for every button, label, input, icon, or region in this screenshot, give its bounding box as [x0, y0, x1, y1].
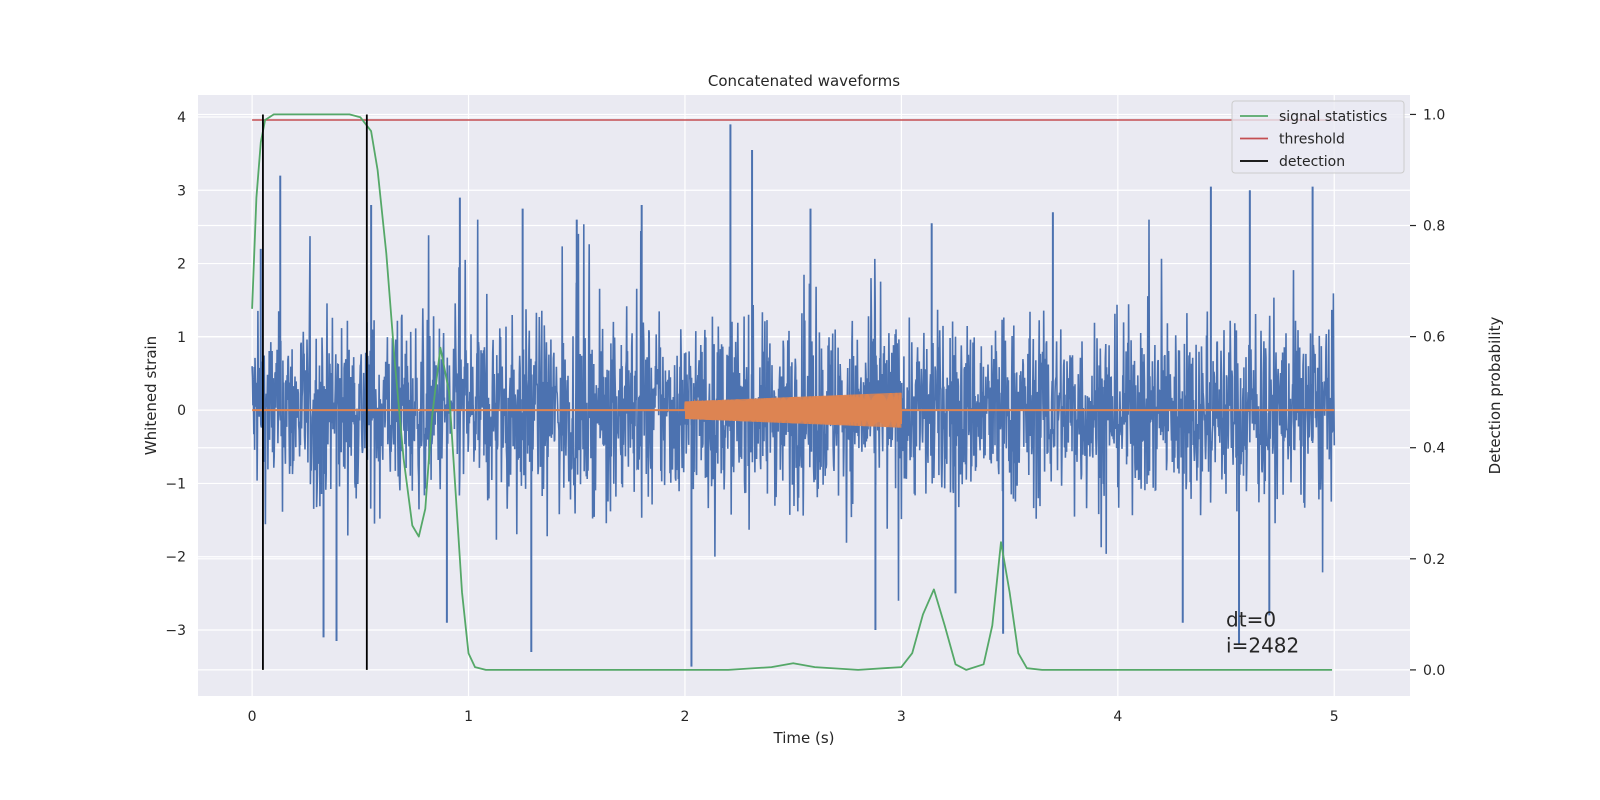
legend-label: signal statistics	[1279, 109, 1387, 125]
x-tick-label: 1	[464, 709, 473, 725]
y2-axis-label: Detection probability	[1486, 317, 1504, 475]
x-tick-label: 4	[1113, 709, 1122, 725]
y-tick-label: 0	[177, 403, 186, 419]
strain-spikes	[259, 124, 1314, 667]
detection-lines	[262, 114, 368, 670]
x-axis-ticks: 0 1 2 3 4 5	[248, 709, 1339, 725]
x-tick-label: 3	[897, 709, 906, 725]
y2-tick-label: 0.2	[1423, 552, 1445, 568]
y-axis-label: Whitened strain	[142, 336, 160, 455]
injected-chirp-series	[684, 392, 903, 428]
y2-tick-label: 0.6	[1423, 330, 1445, 346]
y2-tick-label: 0.4	[1423, 441, 1445, 457]
annotation-dt: dt=0	[1226, 608, 1276, 632]
y-tick-label: −3	[165, 623, 186, 639]
y-tick-label: 1	[177, 330, 186, 346]
y2-tick-label: 0.0	[1423, 663, 1445, 679]
y2-tick-label: 1.0	[1423, 107, 1445, 123]
y-tick-label: −2	[165, 550, 186, 566]
chart-title: Concatenated waveforms	[708, 72, 900, 90]
y2-tick-label: 0.8	[1423, 219, 1445, 235]
signal-statistics-line	[251, 113, 1333, 671]
y-tick-label: −1	[165, 476, 186, 492]
legend-label: threshold	[1279, 132, 1345, 148]
plot-series	[251, 113, 1336, 671]
x-axis-label: Time (s)	[773, 729, 835, 747]
x-tick-label: 0	[248, 709, 257, 725]
y-tick-label: 2	[177, 257, 186, 273]
left-axis-ticks: −3 −2 −1 0 1 2 3 4	[165, 110, 186, 639]
legend-label: detection	[1279, 154, 1345, 170]
legend: signal statistics threshold detection	[1231, 100, 1405, 174]
legend-box	[1231, 100, 1405, 174]
y-tick-label: 4	[177, 110, 186, 126]
annotation-index: i=2482	[1226, 634, 1299, 658]
x-tick-label: 2	[681, 709, 690, 725]
right-axis-ticks: 0.0 0.2 0.4 0.6 0.8 1.0	[1410, 107, 1445, 679]
x-tick-label: 5	[1330, 709, 1339, 725]
y-tick-label: 3	[177, 183, 186, 199]
